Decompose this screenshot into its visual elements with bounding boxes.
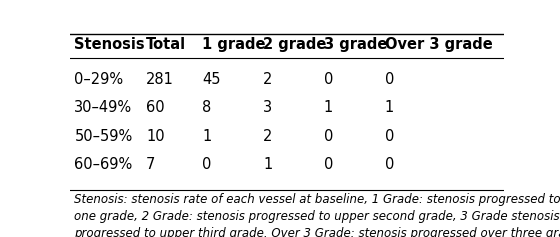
Text: 1: 1: [202, 129, 212, 144]
Text: 1 grade: 1 grade: [202, 37, 266, 52]
Text: 1: 1: [324, 100, 333, 115]
Text: 0: 0: [385, 72, 394, 87]
Text: Total: Total: [146, 37, 186, 52]
Text: 2 grade: 2 grade: [263, 37, 326, 52]
Text: Stenosis: Stenosis: [74, 37, 145, 52]
Text: 0–29%: 0–29%: [74, 72, 123, 87]
Text: 45: 45: [202, 72, 221, 87]
Text: 1: 1: [385, 100, 394, 115]
Text: 50–59%: 50–59%: [74, 129, 133, 144]
Text: 281: 281: [146, 72, 174, 87]
Text: 3: 3: [263, 100, 272, 115]
Text: 3 grade: 3 grade: [324, 37, 388, 52]
Text: 0: 0: [202, 157, 212, 172]
Text: 60–69%: 60–69%: [74, 157, 133, 172]
Text: 1: 1: [263, 157, 272, 172]
Text: 2: 2: [263, 129, 273, 144]
Text: Stenosis: stenosis rate of each vessel at baseline, 1 Grade: stenosis progressed: Stenosis: stenosis rate of each vessel a…: [74, 193, 560, 237]
Text: 8: 8: [202, 100, 212, 115]
Text: Over 3 grade: Over 3 grade: [385, 37, 492, 52]
Text: 0: 0: [324, 129, 333, 144]
Text: 7: 7: [146, 157, 155, 172]
Text: 10: 10: [146, 129, 165, 144]
Text: 0: 0: [385, 129, 394, 144]
Text: 0: 0: [385, 157, 394, 172]
Text: 0: 0: [324, 157, 333, 172]
Text: 30–49%: 30–49%: [74, 100, 133, 115]
Text: 0: 0: [324, 72, 333, 87]
Text: 60: 60: [146, 100, 165, 115]
Text: 2: 2: [263, 72, 273, 87]
